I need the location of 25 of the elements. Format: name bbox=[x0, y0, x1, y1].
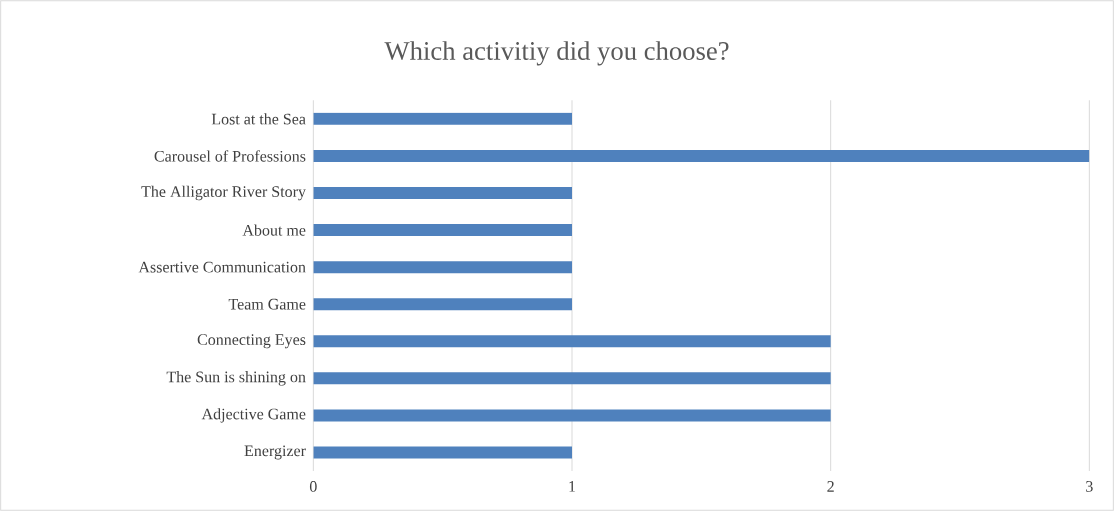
bar bbox=[313, 149, 1090, 162]
bar bbox=[313, 409, 831, 422]
x-tick-label: 0 bbox=[309, 481, 317, 492]
y-tick-label: The Alligator River Story bbox=[141, 185, 306, 201]
y-tick-label: The Sun is shining on bbox=[166, 371, 306, 386]
x-tick-label: 1 bbox=[569, 481, 576, 492]
y-tick-label: Connecting Eyes bbox=[197, 334, 306, 349]
x-tick-label: 2 bbox=[827, 481, 834, 492]
y-tick-label: Team Game bbox=[228, 298, 306, 310]
y-tick-label: About me bbox=[242, 224, 306, 236]
y-tick-label: Assertive Communication bbox=[138, 261, 306, 273]
y-tick-label: Adjective Game bbox=[201, 408, 306, 423]
chart-title: Which activitiy did you choose? bbox=[384, 41, 729, 66]
y-tick-label: Lost at the Sea bbox=[211, 113, 306, 125]
bar bbox=[313, 298, 572, 311]
bar bbox=[313, 446, 572, 459]
bar bbox=[313, 335, 831, 348]
x-tick-label: 3 bbox=[1086, 481, 1093, 492]
bar bbox=[313, 372, 831, 385]
bar bbox=[313, 112, 572, 125]
bar bbox=[313, 187, 572, 199]
bar bbox=[313, 261, 572, 274]
y-tick-label: Carousel of Professions bbox=[154, 150, 306, 162]
y-tick-label: Energizer bbox=[244, 445, 306, 460]
bar bbox=[313, 224, 572, 237]
